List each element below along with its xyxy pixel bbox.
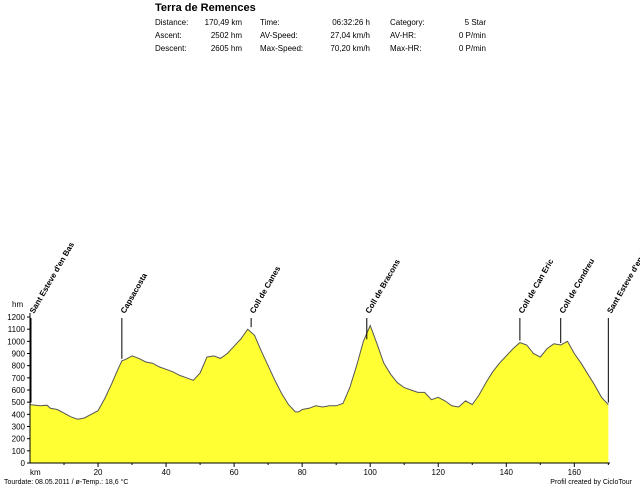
x-tick-label: 140 xyxy=(500,468,514,477)
x-tick-label: 20 xyxy=(94,468,103,477)
page-title: Terra de Remences xyxy=(155,2,256,14)
stat-label-av-hr: AV-HR: xyxy=(390,31,417,40)
y-tick-label: 300 xyxy=(12,423,26,432)
stat-value-time: 06:32:26 h xyxy=(332,18,370,27)
stat-value-ascent: 2502 hm xyxy=(210,31,242,40)
y-tick-label: 900 xyxy=(12,350,26,359)
x-axis-label: km xyxy=(30,468,41,477)
waypoint-label: Sant Esteve d'en Bas xyxy=(605,240,640,315)
credit-footer: Profil created by CicloTour xyxy=(550,479,632,486)
y-tick-label: 1200 xyxy=(7,313,25,322)
stat-value-descent: 2605 hm xyxy=(210,44,242,53)
waypoint-label: Capsacosta xyxy=(119,271,150,315)
waypoint-label: Coll de Condreu xyxy=(558,257,597,315)
stat-label-category: Category: xyxy=(390,18,425,27)
y-tick-label: 1100 xyxy=(8,325,26,334)
stat-label-max-speed: Max-Speed: xyxy=(260,44,304,53)
x-tick-label: 120 xyxy=(432,468,446,477)
x-tick-label: 100 xyxy=(364,468,378,477)
stat-label-max-hr: Max-HR: xyxy=(390,44,422,53)
stat-value-max-speed: 70,20 km/h xyxy=(330,44,370,53)
y-axis-label: hm xyxy=(12,300,23,309)
waypoint-label: Sant Esteve d'en Bas xyxy=(28,240,76,315)
stat-value-av-speed: 27,04 km/h xyxy=(330,31,370,40)
x-tick-label: 60 xyxy=(230,468,239,477)
stat-label-time: Time: xyxy=(260,18,280,27)
x-tick-label: 80 xyxy=(298,468,307,477)
waypoint-label: Coll de Bracons xyxy=(364,257,403,315)
stat-label-ascent: Ascent: xyxy=(155,31,182,40)
stat-label-distance: Distance: xyxy=(155,18,189,27)
x-tick-label: 160 xyxy=(568,468,582,477)
waypoint-label: Coll de Canes xyxy=(248,264,283,315)
stat-value-max-hr: 0 P/min xyxy=(458,44,486,53)
tour-info-footer: Tourdate: 08.05.2011 / ø-Temp.: 18,6 °C xyxy=(4,479,129,486)
y-tick-label: 400 xyxy=(12,410,26,419)
y-tick-label: 200 xyxy=(12,435,26,444)
y-tick-label: 1000 xyxy=(7,337,25,346)
stat-value-av-hr: 0 P/min xyxy=(458,31,486,40)
stat-value-category: 5 Star xyxy=(464,18,486,27)
elevation-line xyxy=(29,324,609,420)
y-tick-label: 700 xyxy=(12,374,26,383)
stat-label-descent: Descent: xyxy=(155,44,187,53)
y-tick-label: 600 xyxy=(12,386,26,395)
x-tick-label: 40 xyxy=(162,468,171,477)
y-tick-label: 800 xyxy=(12,362,26,371)
y-tick-label: 500 xyxy=(12,398,26,407)
elevation-area xyxy=(30,325,609,463)
stat-label-av-speed: AV-Speed: xyxy=(260,31,298,40)
stat-value-distance: 170,49 km xyxy=(204,18,242,27)
y-tick-label: 0 xyxy=(21,459,26,468)
waypoint-label: Coll de Can Eric xyxy=(517,257,556,315)
y-tick-label: 100 xyxy=(12,447,26,456)
